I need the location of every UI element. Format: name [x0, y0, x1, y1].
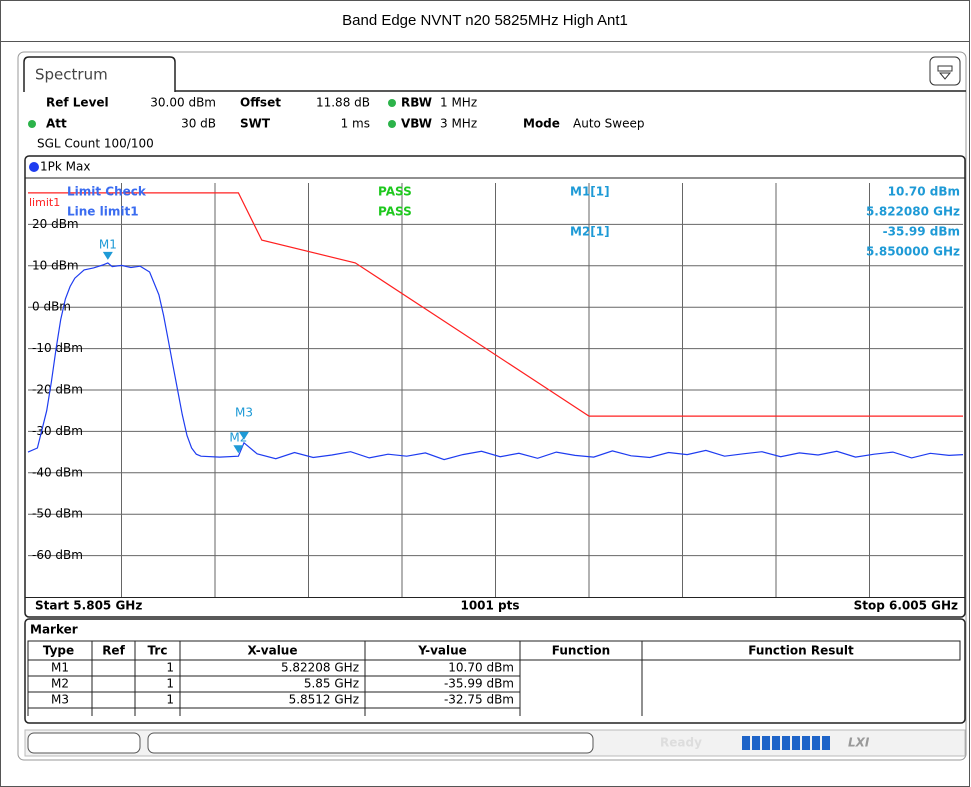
readout-value: 5.822080 GHz — [866, 205, 960, 219]
setting-label: Att — [46, 117, 67, 131]
setting-value: 1 MHz — [440, 96, 477, 110]
setting-value: 11.88 dB — [316, 96, 370, 110]
setting-label: Offset — [240, 96, 281, 110]
y-tick-label: -40 dBm — [32, 465, 83, 479]
status-dot — [28, 120, 36, 128]
table-cell: 5.82208 GHz — [281, 661, 359, 675]
y-tick-label: -10 dBm — [32, 341, 83, 355]
limit-line — [28, 192, 963, 417]
start-label: Start 5.805 GHz — [35, 599, 142, 613]
y-tick-label: 0 dBm — [32, 300, 71, 314]
setting-label: VBW — [401, 117, 432, 131]
progress-block — [812, 736, 820, 750]
status-dot — [388, 120, 396, 128]
marker-label: M1 — [99, 237, 117, 251]
lxi-logo: LXI — [848, 736, 870, 750]
marker-triangle — [233, 445, 244, 454]
setting-value: 1 ms — [341, 117, 370, 131]
trace — [27, 262, 964, 461]
table-title: Marker — [30, 623, 78, 637]
spectrum-tab[interactable] — [23, 56, 176, 92]
tab-label: Spectrum — [35, 66, 108, 84]
y-tick-label: 20 dBm — [32, 217, 79, 231]
column-header: Ref — [102, 644, 125, 658]
setting-label: RBW — [401, 96, 432, 110]
progress-indicator — [742, 736, 830, 750]
column-header: Function Result — [748, 644, 854, 658]
progress-block — [762, 736, 770, 750]
setting-value: Auto Sweep — [573, 117, 645, 131]
marker-triangle — [238, 431, 249, 440]
legend-label: 1Pk Max — [40, 160, 90, 174]
table-cell: M1 — [51, 661, 69, 675]
setting-label: Ref Level — [46, 96, 109, 110]
table-cell: 1 — [166, 677, 174, 691]
table-cell: 1 — [166, 693, 174, 707]
column-header: Trc — [148, 644, 168, 658]
readout-value: -35.99 dBm — [883, 225, 960, 239]
table-cell: 5.85 GHz — [304, 677, 359, 691]
column-header: X-value — [248, 644, 298, 658]
setting-label: SWT — [240, 117, 271, 131]
setting-value: 30 dB — [181, 117, 216, 131]
menu-icon — [937, 65, 953, 80]
table-cell: M2 — [51, 677, 69, 691]
status-box — [27, 732, 141, 754]
y-tick-label: -50 dBm — [32, 507, 83, 521]
table-cell: 5.8512 GHz — [289, 693, 359, 707]
setting-value: 30.00 dBm — [150, 96, 216, 110]
limit-check-result: PASS — [378, 205, 412, 219]
limit-check-label: Line limit1 — [67, 205, 139, 219]
status-dot — [388, 99, 396, 107]
y-tick-label: -20 dBm — [32, 383, 83, 397]
limit-label: limit1 — [29, 196, 60, 209]
column-header: Function — [552, 644, 610, 658]
progress-block — [742, 736, 750, 750]
marker-triangle — [102, 251, 113, 260]
points-label: 1001 pts — [460, 599, 519, 613]
status-text: Ready — [660, 736, 702, 750]
table-cell: -32.75 dBm — [444, 693, 514, 707]
status-box — [147, 732, 594, 754]
setting-label: Mode — [523, 117, 560, 131]
legend-dot — [29, 162, 39, 172]
column-header: Type — [43, 644, 74, 658]
marker-label: M3 — [235, 405, 253, 419]
table-cell: 10.70 dBm — [448, 661, 514, 675]
y-tick-label: -60 dBm — [32, 548, 83, 562]
progress-block — [822, 736, 830, 750]
readout-label: M1[1] — [570, 185, 610, 199]
progress-block — [752, 736, 760, 750]
progress-block — [782, 736, 790, 750]
column-header: Y-value — [417, 644, 467, 658]
limit-check-result: PASS — [378, 185, 412, 199]
readout-value: 5.850000 GHz — [866, 245, 960, 259]
readout-label: M2[1] — [570, 225, 610, 239]
table-cell: M3 — [51, 693, 69, 707]
table-cell: 1 — [166, 661, 174, 675]
setting-value: SGL Count 100/100 — [37, 137, 154, 151]
progress-block — [792, 736, 800, 750]
table-cell: -35.99 dBm — [444, 677, 514, 691]
setting-value: 3 MHz — [440, 117, 477, 131]
readout-value: 10.70 dBm — [888, 185, 960, 199]
page-title: Band Edge NVNT n20 5825MHz High Ant1 — [342, 12, 628, 29]
limit-check-label: Limit Check — [67, 185, 147, 199]
y-tick-label: 10 dBm — [32, 258, 79, 272]
y-tick-label: -30 dBm — [32, 424, 83, 438]
progress-block — [802, 736, 810, 750]
progress-block — [772, 736, 780, 750]
stop-label: Stop 6.005 GHz — [854, 599, 958, 613]
